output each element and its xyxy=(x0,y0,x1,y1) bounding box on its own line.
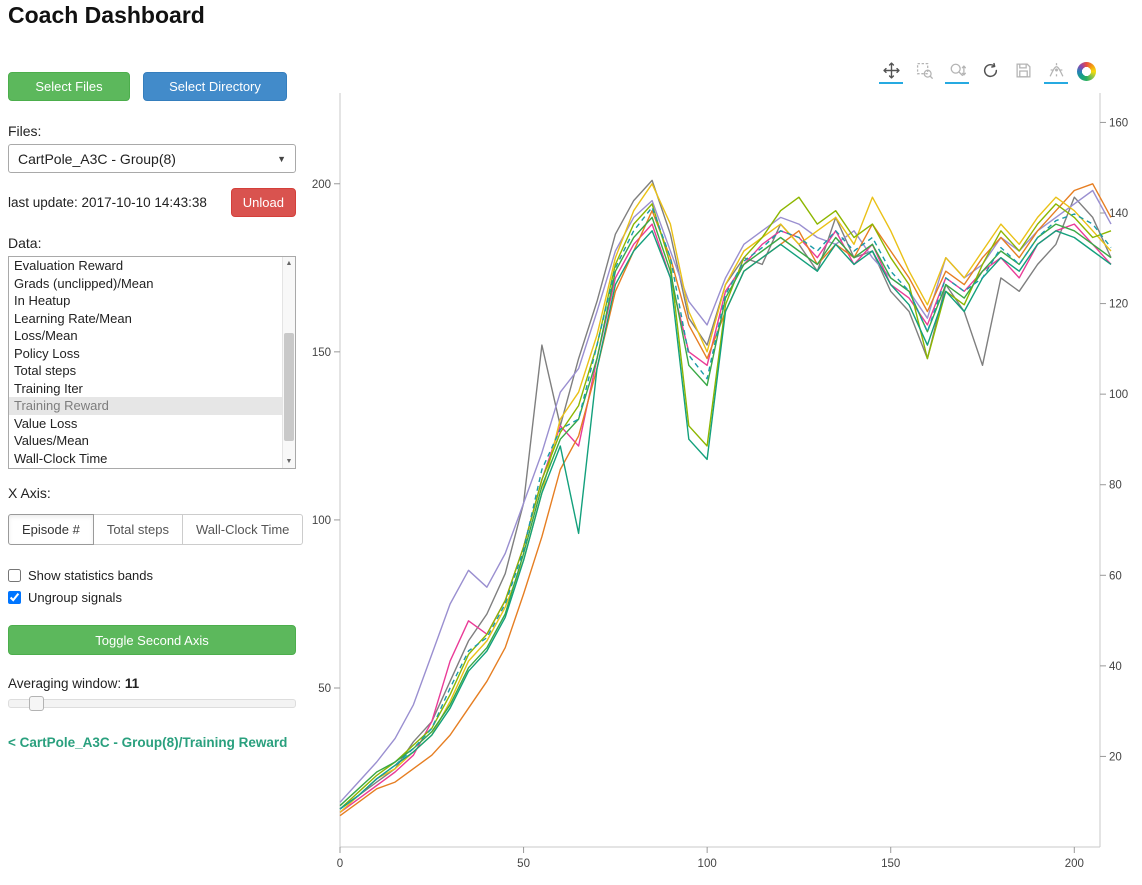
x-tick-label: 50 xyxy=(517,858,530,870)
listbox-scrollbar[interactable]: ▲ ▼ xyxy=(282,257,295,468)
xaxis-tab-wall-clock-time[interactable]: Wall-Clock Time xyxy=(181,514,304,545)
y-tick-label-left: 100 xyxy=(312,515,331,527)
data-list-item[interactable]: Values/Mean xyxy=(14,433,89,448)
files-select[interactable]: CartPole_A3C - Group(8) ▼ xyxy=(8,144,296,173)
y-tick-label-right: 160 xyxy=(1109,117,1128,129)
sidebar: Select Files Select Directory Files: Car… xyxy=(8,72,304,750)
y-tick-label-left: 200 xyxy=(312,179,331,191)
files-label: Files: xyxy=(8,123,42,139)
y-tick-label-right: 60 xyxy=(1109,570,1122,582)
y-tick-label-right: 140 xyxy=(1109,208,1128,220)
pan-icon[interactable] xyxy=(879,58,903,84)
checkbox-row[interactable]: Ungroup signals xyxy=(8,586,296,608)
x-tick-label: 100 xyxy=(698,858,717,870)
y-tick-label-right: 20 xyxy=(1109,751,1122,763)
data-list-item[interactable]: Grads (unclipped)/Mean xyxy=(14,275,154,291)
data-list-item[interactable]: Loss/Mean xyxy=(14,328,78,343)
xaxis-tab-group: Episode # Total steps Wall-Clock Time xyxy=(8,514,304,545)
bokeh-toolbar xyxy=(302,57,1138,85)
options-checkboxes: Show statistics bands Ungroup signals xyxy=(8,564,296,608)
files-select-value: CartPole_A3C - Group(8) xyxy=(18,150,176,167)
signal-breadcrumb-link[interactable]: < CartPole_A3C - Group(8)/Training Rewar… xyxy=(8,735,288,750)
box-zoom-icon[interactable] xyxy=(912,58,936,84)
chevron-down-icon: ▼ xyxy=(277,153,286,164)
x-tick-label: 0 xyxy=(337,858,343,870)
checkbox-row[interactable]: Show statistics bands xyxy=(8,564,296,586)
reward-chart[interactable]: 50 100 150 200 20 40 60 80 100 120 140 160 0 50 100 150… xyxy=(302,85,1138,880)
checkbox-label: Ungroup signals xyxy=(28,589,122,605)
y-tick-label-right: 40 xyxy=(1109,661,1122,673)
y-tick-label-right: 120 xyxy=(1109,299,1128,311)
y-tick-label-left: 150 xyxy=(312,347,331,359)
scroll-up-icon[interactable]: ▲ xyxy=(285,260,293,267)
data-listbox[interactable]: Evaluation Reward Grads (unclipped)/Mean I… xyxy=(8,256,296,469)
series-line-worker_0 xyxy=(339,179,1112,810)
slider-handle[interactable] xyxy=(29,696,45,711)
checkbox-input[interactable] xyxy=(8,568,21,582)
data-list-item[interactable]: Value Loss xyxy=(14,415,78,431)
data-list-item[interactable]: Wall-Clock Time xyxy=(14,450,108,466)
data-list-item[interactable]: Total steps xyxy=(14,363,77,378)
series-line-worker_5 xyxy=(339,196,1112,810)
chart-panel: 50 100 150 200 20 40 60 80 100 120 140 160 0 50 100 150… xyxy=(302,57,1138,880)
save-icon[interactable] xyxy=(1011,58,1035,84)
data-list-item[interactable]: Learning Rate/Mean xyxy=(14,310,132,326)
data-list-item[interactable]: In Heatup xyxy=(14,293,71,308)
page-title: Coach Dashboard xyxy=(8,2,205,28)
hover-icon[interactable] xyxy=(1044,58,1068,84)
data-list-item[interactable]: Training Iter xyxy=(14,380,83,396)
data-list-items: Evaluation Reward Grads (unclipped)/Mean I… xyxy=(9,257,295,467)
y-tick-label-right: 100 xyxy=(1109,389,1128,401)
series-line-worker_4 xyxy=(339,183,1112,813)
data-label: Data: xyxy=(8,235,42,251)
scroll-down-icon[interactable]: ▼ xyxy=(285,458,293,465)
toggle-second-axis-button[interactable]: Toggle Second Axis xyxy=(8,625,296,655)
file-buttons-row: Select Files Select Directory xyxy=(8,72,296,101)
x-tick-label: 200 xyxy=(1065,858,1084,870)
last-update-row: last update: 2017-10-10 14:43:38 Unload xyxy=(8,188,296,217)
wheel-zoom-icon[interactable] xyxy=(945,58,969,84)
series-line-worker_6 xyxy=(339,216,1112,807)
scrollbar-thumb[interactable] xyxy=(284,333,294,441)
series-line-mean xyxy=(339,206,1112,810)
select-directory-button[interactable]: Select Directory xyxy=(143,72,287,101)
averaging-window-value: 11 xyxy=(124,676,140,691)
y-tick-label-left: 50 xyxy=(318,683,331,695)
unload-button[interactable]: Unload xyxy=(230,188,296,217)
bokeh-logo-icon[interactable] xyxy=(1077,61,1096,81)
y-tick-label-right: 80 xyxy=(1109,480,1122,492)
xaxis-tab-episode-[interactable]: Episode # xyxy=(8,514,94,545)
averaging-window-row: Averaging window: 11 xyxy=(8,676,296,691)
last-update-text: last update: 2017-10-10 14:43:38 xyxy=(8,195,207,210)
series-line-worker_7 xyxy=(339,230,1112,810)
data-list-item[interactable]: Training Reward xyxy=(9,397,295,415)
x-tick-label: 150 xyxy=(881,858,900,870)
xaxis-tab-total-steps[interactable]: Total steps xyxy=(92,514,183,545)
series-line-worker_1 xyxy=(339,189,1112,803)
data-list-item[interactable]: Policy Loss xyxy=(14,345,80,361)
reset-icon[interactable] xyxy=(978,58,1002,84)
checkbox-label: Show statistics bands xyxy=(28,567,154,583)
checkbox-input[interactable] xyxy=(8,590,21,604)
xaxis-label: X Axis: xyxy=(8,485,51,501)
select-files-button[interactable]: Select Files xyxy=(8,72,130,101)
data-list-item[interactable]: Evaluation Reward xyxy=(14,258,124,273)
averaging-window-label: Averaging window: xyxy=(8,676,122,691)
averaging-slider[interactable] xyxy=(8,696,296,711)
